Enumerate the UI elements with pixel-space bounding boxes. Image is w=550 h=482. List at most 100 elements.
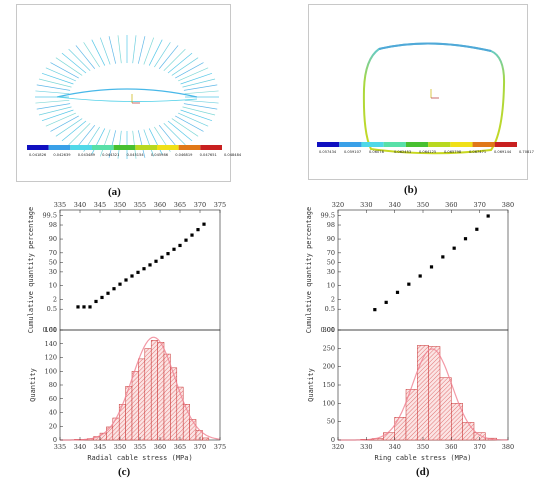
x-tick-label-top: 370 (473, 201, 485, 209)
radial-cable-line (38, 78, 72, 88)
radial-cable-line (91, 39, 106, 66)
radial-cable-line (175, 115, 204, 132)
y-tick-label-prob: 50 (327, 258, 335, 266)
y-tick-label-prob: 10 (327, 282, 335, 290)
y-tick-label-prob: 30 (49, 268, 57, 276)
y-tick-label-prob: 10 (49, 282, 57, 290)
radial-cable-line (50, 115, 79, 132)
y-tick-label-hist: 0 (53, 436, 57, 444)
colorbar-segment (70, 145, 92, 150)
x-tick-label-top: 375 (214, 201, 226, 209)
radial-cable-line (183, 84, 218, 91)
x-tick-label-top: 365 (174, 201, 186, 209)
hist-bar (383, 432, 395, 441)
y-tick-label-prob: 30 (327, 268, 335, 276)
x-tick-label-top: 330 (360, 201, 372, 209)
y-tick-label-prob: 70 (49, 249, 57, 257)
prob-point (106, 291, 110, 295)
radial-cable-line (180, 72, 213, 85)
radial-cable-line (143, 129, 155, 157)
hist-bar (451, 403, 463, 441)
y-tick-label-hist: 200 (323, 363, 335, 371)
colorbar-segment (450, 142, 473, 147)
hist-bar (428, 346, 441, 441)
radial-cable-line (175, 62, 204, 79)
y-tick-label-hist: 100 (45, 367, 57, 375)
x-tick-label-top: 320 (332, 201, 344, 209)
y-tick-label-hist: 100 (323, 399, 335, 407)
prob-point (441, 255, 445, 259)
colorbar-segment (472, 142, 495, 147)
x-tick-label-bottom: 360 (445, 443, 457, 451)
hist-bar (157, 342, 165, 441)
radial-cable-line (158, 45, 179, 69)
x-tick-label-bottom: 370 (473, 443, 485, 451)
y-tick-label-prob: 50 (49, 258, 57, 266)
hist-x-axis-title: Radial cable stress (MPa) (87, 454, 192, 462)
y-tick-label-prob: 0.01 (321, 326, 335, 334)
radial-cable-line (91, 128, 106, 155)
colorbar-segment (48, 145, 71, 150)
colorbar-b: 0.057434 0.059107 0.06078 0.062453 0.064125 0… (317, 142, 534, 154)
colorbar-a: 0.041826 0.042639 0.043489 0.044321 0.045154… (27, 145, 242, 157)
prob-plot-frame (59, 209, 221, 331)
x-tick-label-bottom: 355 (134, 443, 146, 451)
colorbar-segment (383, 142, 406, 147)
radial-cable-line (158, 125, 179, 149)
chart-d-ring-stress: 320 330 340 350 360 370 3800.010.5210305070909… (305, 201, 514, 462)
radial-cable-line (184, 99, 219, 104)
prob-point (130, 274, 134, 278)
colorbar-label: 0.065798 (444, 150, 462, 154)
hist-bar (394, 417, 407, 441)
colorbar-label: 0.048484 (224, 153, 242, 157)
hist-bar (439, 377, 452, 441)
y-tick-label-hist: 20 (49, 422, 57, 430)
radial-cable-line (117, 35, 122, 64)
y-tick-label-hist: 60 (49, 395, 57, 403)
radial-cable-line (171, 118, 199, 137)
radial-cable-line (132, 130, 137, 159)
radial-cable-line (50, 62, 79, 79)
prob-point (196, 228, 200, 232)
prob-point (486, 214, 490, 218)
colorbar-segment (428, 142, 451, 147)
colorbar-label: 0.069144 (494, 150, 512, 154)
prob-point (463, 237, 468, 241)
radial-cable-line (35, 99, 70, 104)
radial-cable-line (68, 123, 91, 146)
hist-bar (462, 422, 475, 441)
prob-point (395, 290, 400, 294)
radial-cable-line (183, 103, 218, 110)
colorbar-label: 0.067471 (469, 150, 486, 154)
radial-cable-line (132, 35, 137, 64)
x-tick-label-top: 360 (154, 201, 166, 209)
radial-cable-line (68, 48, 91, 71)
prob-point (124, 278, 128, 282)
prob-point (166, 252, 170, 256)
x-tick-label-bottom: 350 (417, 443, 429, 451)
radial-cable-line (117, 130, 122, 159)
prob-point (452, 246, 456, 250)
y-tick-label-hist: 40 (49, 409, 57, 417)
y-tick-label-prob: 70 (327, 249, 335, 257)
colorbar-label: 0.064125 (419, 150, 436, 154)
prob-point (118, 282, 122, 286)
colorbar-label: 0.042639 (53, 153, 71, 157)
y-tick-label-prob: 2 (53, 296, 57, 304)
radial-cable-line (61, 52, 87, 74)
hist-bar (176, 386, 184, 441)
y-tick-label-prob: 98 (49, 221, 57, 229)
radial-cable-line (108, 130, 117, 158)
x-tick-label-top: 350 (114, 201, 126, 209)
radial-cable-line (182, 78, 216, 88)
colorbar-segment (157, 145, 179, 150)
x-tick-label-top: 380 (502, 201, 514, 209)
colorbar-segment (361, 142, 384, 147)
hist-bar (202, 437, 210, 441)
y-tick-label-prob: 99.5 (43, 212, 57, 220)
x-tick-label-bottom: 375 (214, 443, 226, 451)
y-tick-label-prob: 0.01 (43, 326, 57, 334)
ring-cable-loop (362, 42, 506, 155)
prob-y-axis-title: Cumulative quantity percentage (305, 207, 313, 333)
y-tick-label-prob: 0.5 (325, 305, 335, 313)
